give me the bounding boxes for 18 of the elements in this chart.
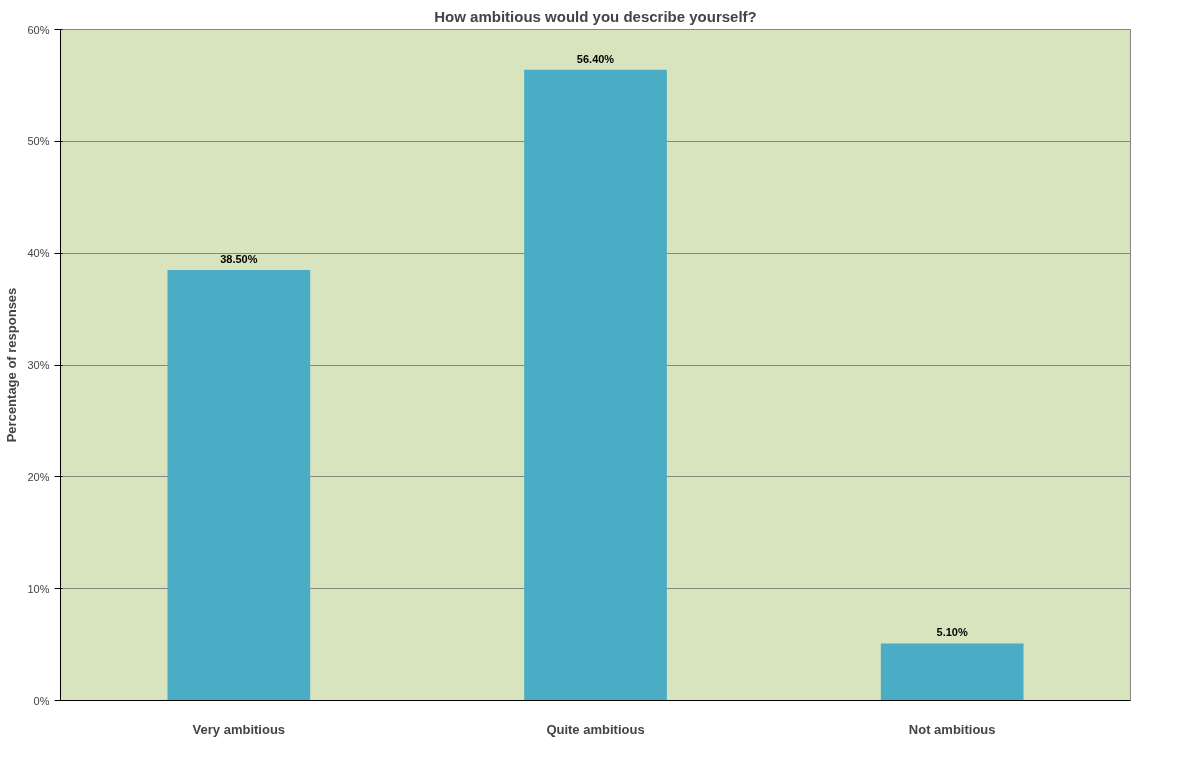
y-tick-label: 50%: [27, 135, 50, 148]
x-tick-label: Very ambitious: [192, 721, 286, 737]
bar: [524, 69, 667, 701]
y-axis-title: Percentage of responses: [4, 287, 20, 443]
data-label: 56.40%: [576, 52, 615, 65]
data-label: 5.10%: [936, 626, 968, 639]
y-tick-label: 30%: [27, 359, 50, 371]
bar: [167, 269, 311, 701]
bar: [880, 643, 1024, 701]
data-label: 38.50%: [220, 252, 258, 265]
x-tick-label: Quite ambitious: [546, 721, 645, 737]
y-tick-label: 60%: [27, 23, 50, 36]
y-tick-label: 0%: [33, 694, 50, 707]
x-tick-label: Not ambitious: [908, 721, 996, 737]
y-tick-label: 10%: [27, 582, 50, 595]
chart-title: How ambitious would you describe yourself?: [434, 7, 757, 25]
y-tick-label: 20%: [27, 470, 50, 483]
y-tick-label: 40%: [27, 247, 50, 260]
